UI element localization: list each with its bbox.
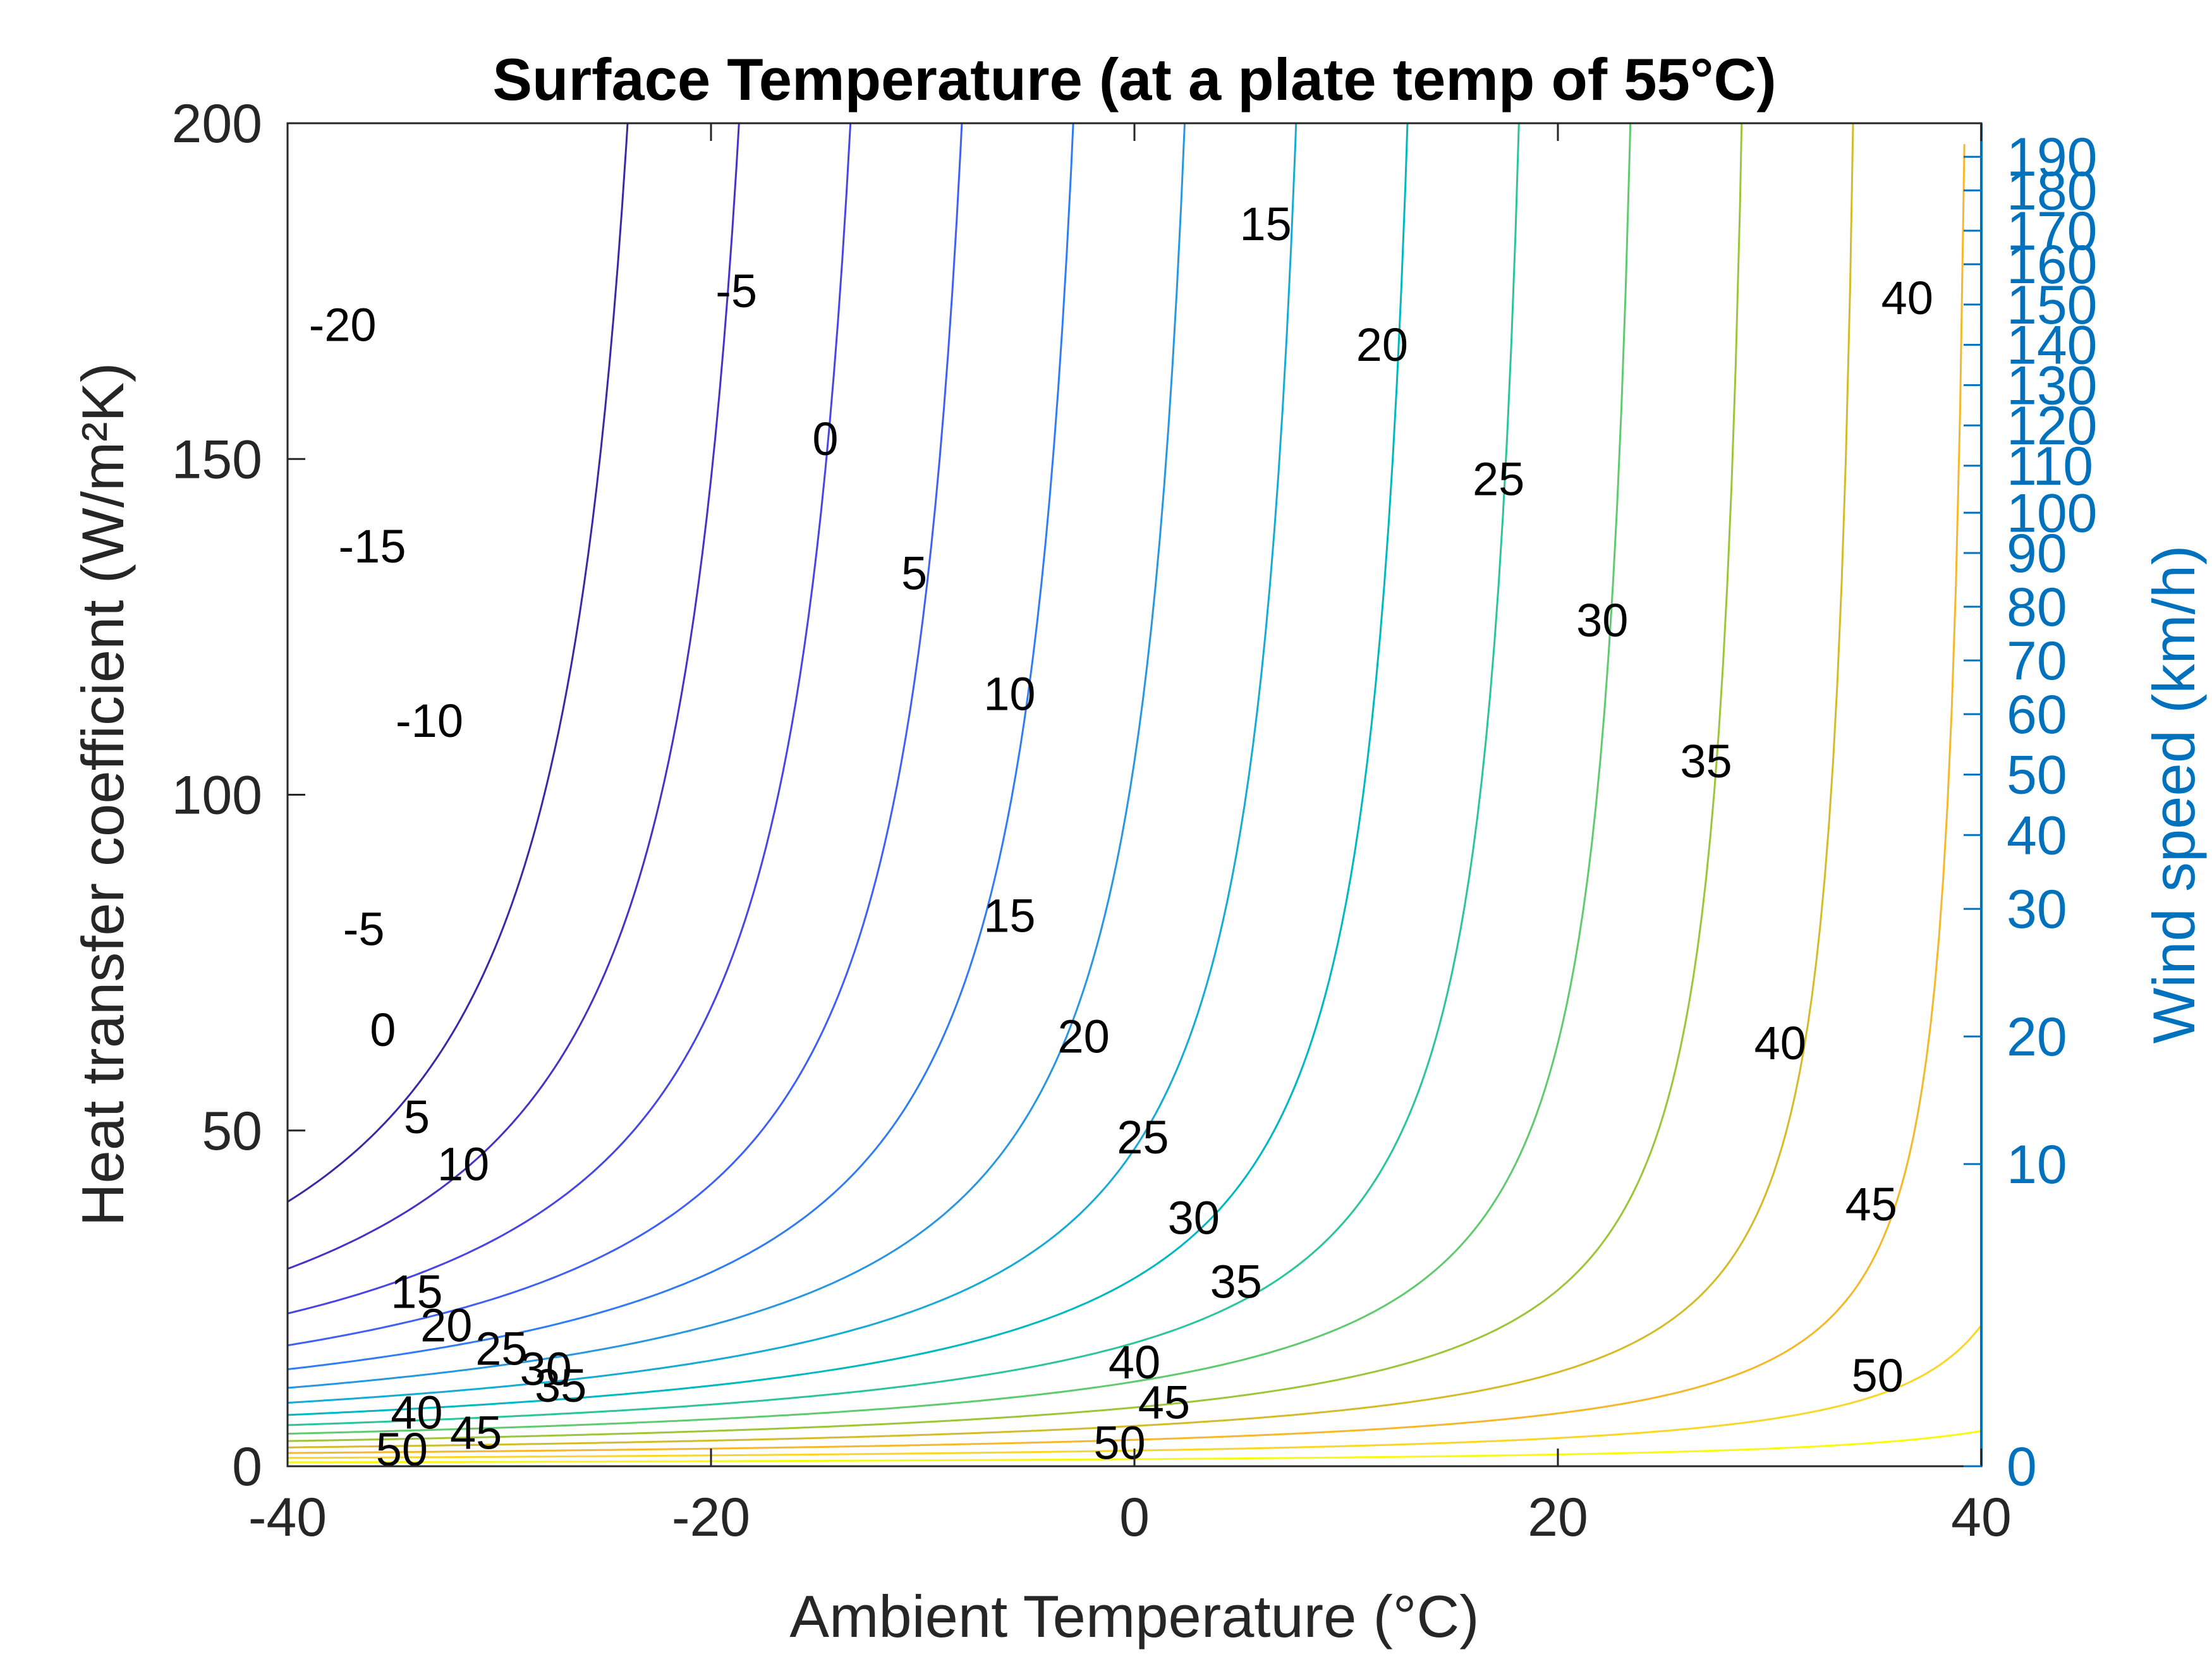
wind-speed-axis-ticks: 0 10 20 30 405060708090100110120130140150160… xyxy=(1964,127,2098,1497)
contour-label: 0 xyxy=(812,413,838,465)
contour-label: -5 xyxy=(715,265,757,317)
x-tick-label: 40 xyxy=(1951,1487,2012,1548)
contour-line xyxy=(288,123,1743,1442)
contour-label: 5 xyxy=(404,1091,430,1143)
contour-line xyxy=(288,123,1520,1426)
contour-line xyxy=(288,123,740,1270)
wind-speed-tick-label: 60 xyxy=(2007,684,2067,745)
contour-label: 10 xyxy=(437,1138,489,1190)
wind-speed-tick-label: 120 xyxy=(2007,396,2098,456)
contour-label: 50 xyxy=(376,1423,428,1476)
wind-speed-tick-label: 110 xyxy=(2007,436,2093,497)
contour-line xyxy=(288,123,1186,1389)
contour-label: 20 xyxy=(420,1299,472,1351)
wind-speed-tick-label: 30 xyxy=(2007,879,2067,940)
contour-line xyxy=(288,123,629,1203)
contour-label: 45 xyxy=(1845,1178,1897,1231)
contour-label: 40 xyxy=(1881,272,1933,324)
contour-line xyxy=(288,123,1854,1449)
wind-speed-tick-label: 90 xyxy=(2007,523,2067,584)
contour-line xyxy=(288,123,1409,1416)
y-tick-label: 0 xyxy=(232,1437,262,1497)
contour-label: 30 xyxy=(1168,1191,1220,1244)
wind-speed-tick-label: 100 xyxy=(2007,483,2098,544)
contour-label: -10 xyxy=(396,695,463,747)
contour-line xyxy=(288,123,852,1315)
contour-label: 15 xyxy=(983,889,1035,942)
y-tick-label: 50 xyxy=(202,1101,262,1162)
contour-label: 25 xyxy=(1117,1111,1169,1164)
contour-label: 5 xyxy=(901,547,927,599)
y-tick-label: 150 xyxy=(172,429,263,490)
x-tick-label: -40 xyxy=(248,1487,327,1548)
contour-label: 35 xyxy=(535,1359,586,1412)
wind-speed-tick-label: 170 xyxy=(2007,201,2098,262)
wind-speed-tick-label: 20 xyxy=(2007,1007,2067,1067)
contour-label: -20 xyxy=(309,298,377,351)
contour-label: -15 xyxy=(339,520,406,573)
wind-speed-tick-label: 50 xyxy=(2007,745,2067,806)
plot-area xyxy=(288,123,1981,1466)
x-axis-label: Ambient Temperature (°C) xyxy=(789,1583,1479,1650)
wind-speed-tick-label: 180 xyxy=(2007,161,2098,221)
contour-label: 30 xyxy=(520,1342,572,1395)
contour-label: 45 xyxy=(450,1406,502,1459)
contour-label: -5 xyxy=(343,903,385,956)
y-axis-label: Heat transfer coefficient (W/m²K) xyxy=(70,363,136,1227)
y-axis-ticks: 0 50 100 150 200 xyxy=(172,94,305,1497)
y-tick-label: 100 xyxy=(172,765,263,826)
wind-speed-tick-label: 70 xyxy=(2007,631,2067,691)
contour-label: 45 xyxy=(1138,1376,1190,1429)
contour-lines xyxy=(288,123,1981,1464)
x-tick-label: -20 xyxy=(672,1487,750,1548)
contour-label: 20 xyxy=(1057,1011,1109,1063)
contour-label: 40 xyxy=(391,1387,442,1439)
x-axis-ticks: -40 -20 0 20 40 xyxy=(248,123,2012,1548)
contour-label: 0 xyxy=(370,1004,396,1056)
contour-label: 25 xyxy=(475,1323,527,1375)
contour-line xyxy=(288,123,963,1347)
x-tick-label: 20 xyxy=(1528,1487,1588,1548)
contour-label: 50 xyxy=(1852,1349,1904,1402)
contour-label: 25 xyxy=(1473,453,1524,506)
chart-title: Surface Temperature (at a plate temp of … xyxy=(492,46,1776,112)
contour-label: 35 xyxy=(1210,1255,1262,1308)
wind-speed-tick-label: 80 xyxy=(2007,577,2067,638)
wind-speed-tick-label: 190 xyxy=(2007,127,2098,188)
wind-speed-tick-label: 130 xyxy=(2007,355,2098,416)
contour-line xyxy=(288,123,1632,1435)
wind-speed-tick-label: 10 xyxy=(2007,1134,2067,1195)
contour-label: 15 xyxy=(391,1265,442,1318)
contour-line xyxy=(288,123,1074,1371)
y-tick-label: 200 xyxy=(172,94,263,154)
contour-label: 15 xyxy=(1240,198,1292,250)
wind-speed-tick-label: 140 xyxy=(2007,315,2098,376)
wind-speed-tick-label: 40 xyxy=(2007,805,2067,866)
contour-line xyxy=(288,123,1297,1404)
contour-label: 40 xyxy=(1754,1017,1806,1069)
contour-label: 50 xyxy=(1093,1416,1145,1469)
x-tick-label: 0 xyxy=(1119,1487,1150,1548)
wind-speed-tick-label: 150 xyxy=(2007,275,2098,336)
wind-speed-axis-label: Wind speed (km/h) xyxy=(2141,545,2207,1044)
contour-label: 40 xyxy=(1109,1336,1160,1389)
contour-label: 20 xyxy=(1356,319,1408,371)
contour-label: 35 xyxy=(1680,735,1732,787)
contour-label: 30 xyxy=(1576,594,1628,647)
contour-label: 10 xyxy=(983,668,1035,720)
wind-speed-tick-label: 160 xyxy=(2007,234,2098,295)
contour-line xyxy=(288,144,1966,1454)
wind-speed-tick-label: 0 xyxy=(2007,1437,2037,1497)
